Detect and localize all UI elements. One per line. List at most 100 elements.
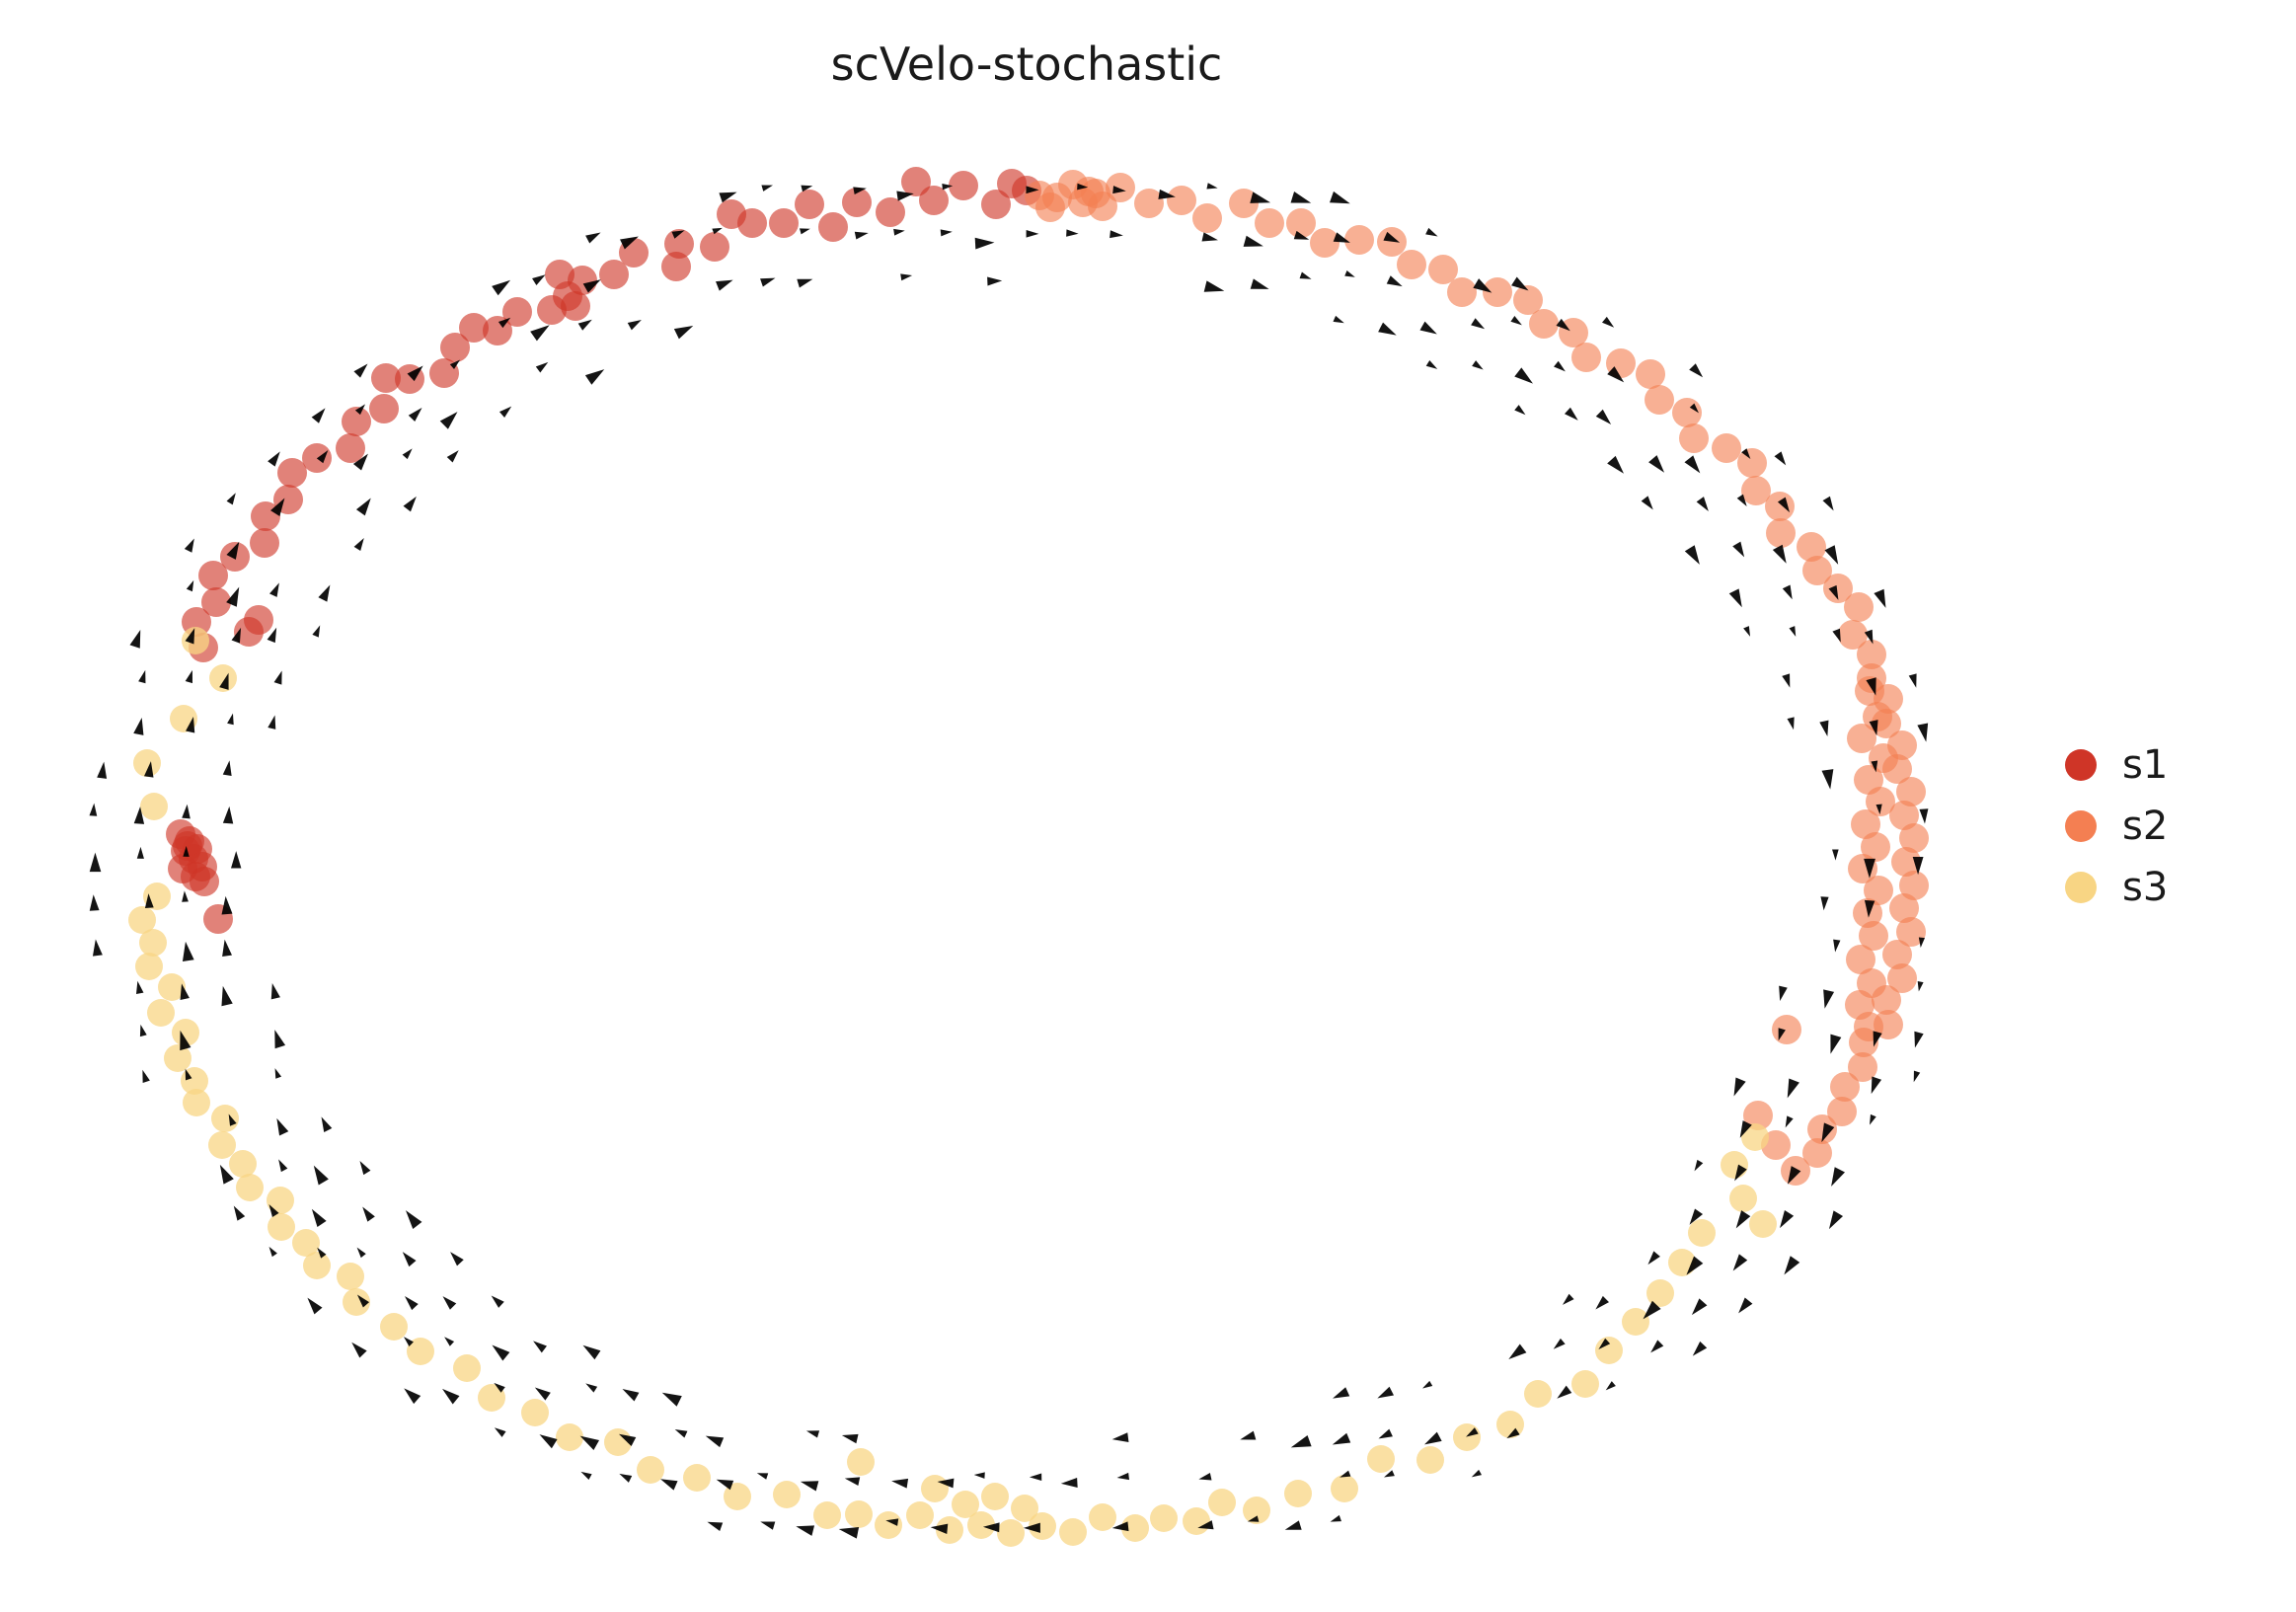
velocity-arrow bbox=[268, 451, 280, 467]
cell-s2 bbox=[1571, 343, 1601, 372]
cell-s2 bbox=[1802, 1138, 1832, 1168]
velocity-arrow bbox=[1197, 1520, 1214, 1530]
velocity-arrow bbox=[1913, 1070, 1921, 1083]
velocity-arrow bbox=[1784, 1256, 1800, 1275]
velocity-arrow bbox=[1787, 1166, 1801, 1185]
velocity-arrow bbox=[1206, 183, 1218, 190]
velocity-arrow bbox=[449, 359, 461, 370]
velocity-arrow bbox=[450, 1252, 464, 1267]
cell-s2 bbox=[1848, 1052, 1877, 1082]
velocity-arrow bbox=[1250, 278, 1269, 289]
velocity-arrow bbox=[230, 851, 242, 869]
cell-s1 bbox=[342, 407, 371, 436]
velocity-arrow bbox=[274, 1030, 286, 1049]
velocity-arrow bbox=[1557, 1385, 1572, 1399]
velocity-arrow bbox=[1290, 1434, 1312, 1448]
cell-s1 bbox=[440, 333, 470, 362]
velocity-arrow bbox=[1247, 1515, 1260, 1522]
velocity-arrow bbox=[317, 1247, 327, 1259]
velocity-arrow bbox=[618, 1433, 637, 1447]
cell-s2 bbox=[1679, 423, 1709, 453]
cell-s2 bbox=[1854, 765, 1883, 795]
cell-s3 bbox=[1243, 1497, 1270, 1524]
velocity-arrow bbox=[307, 1297, 323, 1315]
velocity-arrow bbox=[582, 279, 601, 293]
cell-s1 bbox=[302, 443, 332, 473]
cell-s3 bbox=[147, 999, 175, 1027]
velocity-arrow bbox=[900, 273, 913, 281]
velocity-arrow bbox=[940, 229, 953, 237]
cell-s2 bbox=[1846, 945, 1875, 974]
velocity-arrow bbox=[1203, 280, 1225, 292]
velocity-arrow bbox=[143, 761, 154, 778]
velocity-arrow bbox=[1556, 318, 1570, 332]
velocity-arrow bbox=[268, 582, 279, 597]
velocity-arrow bbox=[1864, 858, 1875, 879]
cell-s3 bbox=[952, 1491, 979, 1518]
legend-swatch-s2 bbox=[2065, 810, 2097, 842]
velocity-arrow bbox=[1554, 360, 1566, 372]
velocity-arrow bbox=[1692, 1341, 1708, 1356]
cell-s2 bbox=[1286, 208, 1316, 238]
cell-s2 bbox=[1823, 574, 1853, 603]
velocity-arrow bbox=[1471, 318, 1486, 330]
velocity-arrow bbox=[1832, 628, 1841, 643]
cell-s3 bbox=[183, 1089, 210, 1116]
velocity-arrow bbox=[1330, 1514, 1341, 1522]
cell-s1 bbox=[769, 208, 799, 238]
velocity-arrow bbox=[129, 629, 141, 649]
cell-s1 bbox=[997, 169, 1027, 198]
velocity-arrow bbox=[186, 717, 195, 733]
velocity-arrow bbox=[982, 1522, 1000, 1533]
velocity-arrow bbox=[756, 1473, 769, 1480]
velocity-arrow bbox=[1828, 1210, 1844, 1230]
velocity-arrow bbox=[222, 939, 232, 958]
velocity-arrow bbox=[1641, 496, 1653, 510]
cell-s2 bbox=[1529, 309, 1559, 339]
velocity-arrow bbox=[1333, 1387, 1350, 1399]
velocity-arrow bbox=[1424, 1431, 1442, 1445]
velocity-arrow bbox=[353, 537, 364, 551]
cell-s2 bbox=[1807, 1114, 1837, 1144]
velocity-arrow bbox=[622, 1389, 640, 1402]
cell-s3 bbox=[1029, 1512, 1056, 1540]
velocity-arrow bbox=[1728, 588, 1742, 608]
cell-s1 bbox=[717, 199, 746, 229]
velocity-arrow bbox=[1060, 1477, 1078, 1488]
velocity-arrow bbox=[797, 278, 813, 288]
cell-s1 bbox=[201, 587, 231, 617]
velocity-arrow bbox=[1875, 804, 1882, 815]
velocity-arrow bbox=[1201, 232, 1218, 242]
velocity-arrow bbox=[402, 1252, 417, 1267]
velocity-arrow bbox=[1473, 278, 1492, 293]
velocity-arrow bbox=[133, 806, 145, 824]
cell-s1 bbox=[949, 171, 978, 200]
cell-s3 bbox=[1284, 1480, 1312, 1507]
velocity-arrow bbox=[585, 232, 601, 244]
cell-s2 bbox=[1447, 277, 1477, 307]
velocity-arrow bbox=[1821, 1122, 1835, 1143]
velocity-arrow bbox=[227, 713, 234, 726]
cell-s3 bbox=[1453, 1423, 1481, 1451]
cell-s3 bbox=[128, 906, 156, 934]
cell-s3 bbox=[407, 1338, 434, 1365]
cell-s2 bbox=[1861, 832, 1890, 862]
velocity-arrow bbox=[673, 326, 694, 340]
cell-s2 bbox=[1192, 203, 1222, 233]
velocity-arrow bbox=[1383, 1470, 1395, 1478]
cell-s3 bbox=[1367, 1445, 1395, 1473]
velocity-arrow bbox=[1595, 1295, 1609, 1310]
velocity-arrow bbox=[231, 627, 242, 644]
velocity-arrow bbox=[1782, 584, 1793, 600]
velocity-arrow bbox=[270, 498, 285, 516]
velocity-arrow bbox=[89, 894, 100, 911]
cell-s3 bbox=[683, 1464, 711, 1492]
velocity-arrow bbox=[930, 1523, 949, 1534]
cell-s2 bbox=[1857, 968, 1886, 998]
cell-s2 bbox=[1636, 359, 1665, 389]
cell-s2 bbox=[1859, 921, 1888, 951]
velocity-arrow bbox=[133, 718, 144, 735]
velocity-arrow bbox=[1607, 366, 1625, 383]
velocity-arrow bbox=[1908, 673, 1917, 688]
velocity-arrow bbox=[973, 1472, 985, 1479]
